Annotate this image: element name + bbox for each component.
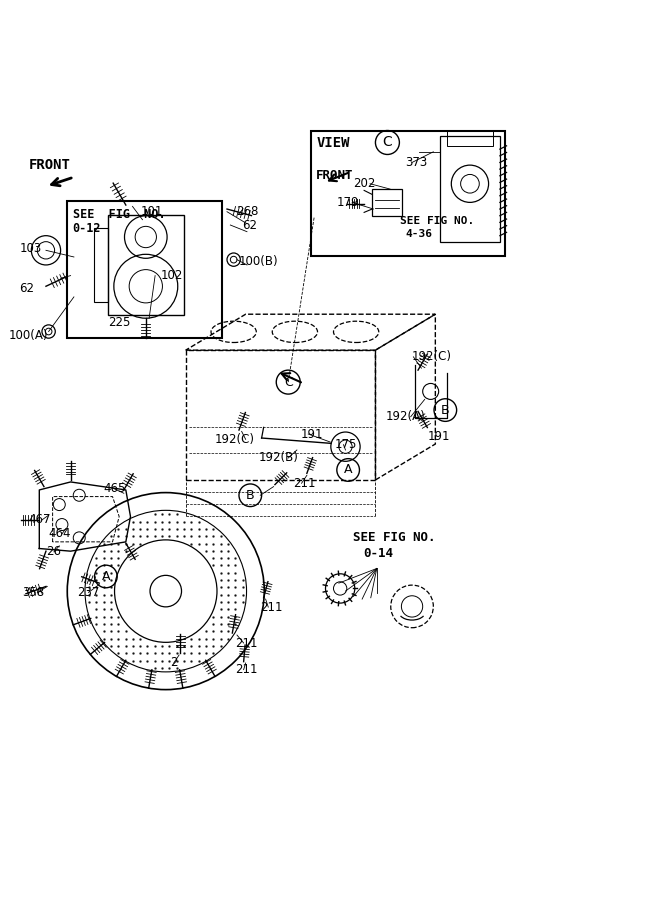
Text: 100(A): 100(A) xyxy=(9,329,48,342)
Text: FRONT: FRONT xyxy=(316,169,354,182)
Text: 192(C): 192(C) xyxy=(412,350,452,364)
Text: 192(C): 192(C) xyxy=(215,433,255,446)
Text: 2: 2 xyxy=(171,656,178,670)
Text: 211: 211 xyxy=(293,477,316,490)
Text: C: C xyxy=(383,136,392,149)
Text: 175: 175 xyxy=(335,438,358,451)
Text: C: C xyxy=(284,375,293,389)
Text: VIEW: VIEW xyxy=(316,136,350,149)
Text: 101: 101 xyxy=(141,205,163,218)
Text: 467: 467 xyxy=(29,513,51,526)
Text: 191: 191 xyxy=(300,428,323,440)
Text: 358: 358 xyxy=(22,586,44,598)
Bar xyxy=(440,136,500,242)
Text: 211: 211 xyxy=(260,600,283,614)
Bar xyxy=(107,215,184,315)
Text: 26: 26 xyxy=(46,545,61,558)
Bar xyxy=(311,130,505,256)
Text: 211: 211 xyxy=(235,663,257,676)
Text: 464: 464 xyxy=(49,527,71,540)
Text: 268: 268 xyxy=(235,205,258,218)
Text: 237: 237 xyxy=(77,586,99,598)
Text: 373: 373 xyxy=(406,156,428,169)
Text: 100(B): 100(B) xyxy=(239,255,279,268)
Text: A: A xyxy=(101,570,110,583)
Text: 103: 103 xyxy=(19,242,41,255)
Bar xyxy=(94,229,107,302)
Bar xyxy=(447,131,494,146)
Bar xyxy=(372,189,402,216)
Text: B: B xyxy=(441,403,450,417)
Text: 0-14: 0-14 xyxy=(364,546,394,560)
Text: 4-36: 4-36 xyxy=(406,229,432,239)
Text: 192(B): 192(B) xyxy=(259,452,299,464)
Text: 465: 465 xyxy=(104,482,126,495)
Text: 62: 62 xyxy=(19,283,34,295)
Text: 102: 102 xyxy=(161,269,183,282)
Text: 202: 202 xyxy=(354,177,376,190)
Text: SEE FIG NO.: SEE FIG NO. xyxy=(354,531,436,544)
Text: SEE FIG NO.: SEE FIG NO. xyxy=(400,216,474,226)
Text: 211: 211 xyxy=(235,636,257,650)
Bar xyxy=(67,201,221,338)
Text: B: B xyxy=(246,489,255,502)
Text: 0-12: 0-12 xyxy=(73,222,101,236)
Text: 191: 191 xyxy=(428,430,450,443)
Text: A: A xyxy=(344,464,352,476)
Text: 192(A): 192(A) xyxy=(386,410,425,423)
Text: FRONT: FRONT xyxy=(29,158,71,172)
Text: 62: 62 xyxy=(241,219,257,231)
Text: 179: 179 xyxy=(337,196,360,209)
Text: 225: 225 xyxy=(109,316,131,328)
Text: SEE  FIG  NO.: SEE FIG NO. xyxy=(73,208,165,220)
